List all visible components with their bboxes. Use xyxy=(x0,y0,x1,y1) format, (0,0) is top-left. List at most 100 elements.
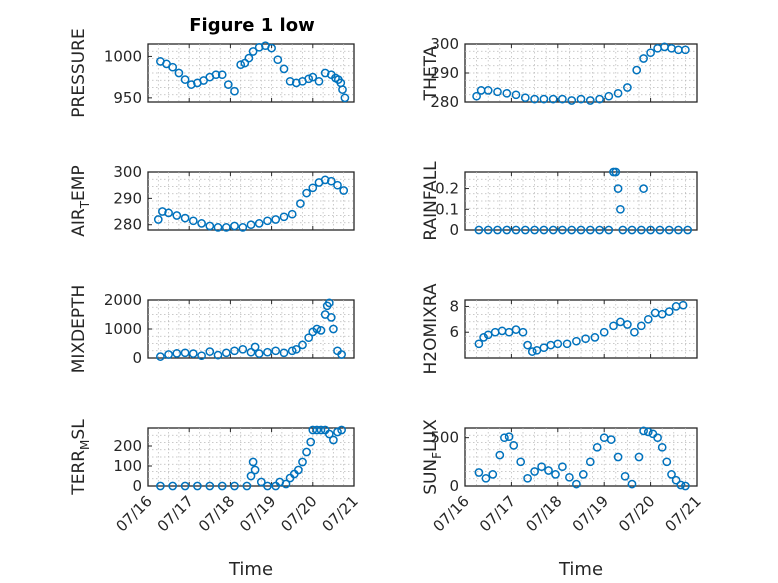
data-point xyxy=(667,470,676,479)
y-tick-label: 290 xyxy=(430,64,459,82)
x-tick-label: 07/20 xyxy=(615,492,658,535)
data-point xyxy=(527,347,537,356)
y-tick-label: 0.2 xyxy=(435,180,459,198)
data-point xyxy=(553,339,563,349)
data-point xyxy=(180,213,190,223)
y-tick-label: 1000 xyxy=(104,320,142,338)
data-point xyxy=(671,475,681,485)
y-tick-label: 0.1 xyxy=(435,200,459,218)
data-point xyxy=(609,321,618,331)
x-tick-label: 07/20 xyxy=(277,492,320,535)
data-point xyxy=(246,220,256,230)
data-point xyxy=(291,344,301,354)
data-point xyxy=(567,96,577,105)
data-point xyxy=(221,223,231,232)
data-point xyxy=(250,465,260,475)
data-point xyxy=(639,426,648,436)
data-point xyxy=(662,457,672,467)
data-point xyxy=(643,427,653,437)
y-axis-label: AIRTEMP xyxy=(69,165,92,236)
data-point xyxy=(168,481,178,491)
data-point xyxy=(324,429,334,439)
x-tick-label: 07/18 xyxy=(195,492,238,535)
data-point xyxy=(279,212,289,222)
data-point xyxy=(306,437,316,447)
subplot-mixdepth: 0 1000 2000 MIXDEPTH xyxy=(69,285,355,373)
x-axis-label: Time xyxy=(228,559,273,580)
data-point xyxy=(474,225,484,235)
data-point xyxy=(271,346,281,356)
data-point xyxy=(493,87,502,97)
data-point xyxy=(287,346,297,356)
data-point xyxy=(308,72,318,82)
data-point xyxy=(238,344,248,354)
data-point xyxy=(592,442,602,452)
data-point xyxy=(548,225,558,235)
data-point xyxy=(308,183,318,193)
data-point xyxy=(481,473,491,483)
data-point xyxy=(585,457,595,467)
data-point xyxy=(504,432,514,442)
data-point xyxy=(530,94,539,104)
data-point xyxy=(263,347,272,357)
data-point xyxy=(483,225,493,235)
data-point xyxy=(304,74,314,84)
data-point xyxy=(623,320,632,329)
y-tick-label: 100 xyxy=(113,457,142,475)
data-point xyxy=(236,60,246,70)
data-point xyxy=(572,479,581,489)
data-point xyxy=(312,425,322,435)
data-point xyxy=(551,470,560,479)
data-point xyxy=(164,350,173,359)
data-point xyxy=(483,86,493,95)
y-tick-label: 290 xyxy=(113,189,142,207)
data-point xyxy=(646,48,655,58)
data-point xyxy=(548,94,558,104)
data-point xyxy=(681,45,690,55)
x-tick-label: 07/18 xyxy=(522,492,565,535)
y-tick-label: 280 xyxy=(113,216,142,234)
data-point xyxy=(254,219,264,228)
data-point xyxy=(164,208,173,218)
data-point xyxy=(153,215,163,224)
y-axis-label: PRESSURE xyxy=(69,28,89,117)
data-point xyxy=(655,225,665,235)
data-point xyxy=(304,333,314,343)
data-point xyxy=(242,481,252,491)
data-point xyxy=(681,481,690,491)
data-point xyxy=(620,471,630,481)
data-point xyxy=(678,300,688,310)
subplot-air-temp: 280 290 300 AIRTEMP xyxy=(69,163,355,237)
data-point xyxy=(493,225,502,235)
data-point xyxy=(205,221,215,231)
subplot-h2omixra: 6 8 H2OMIXRA xyxy=(421,283,698,375)
data-point xyxy=(256,477,266,487)
data-point xyxy=(294,465,303,475)
data-point xyxy=(302,447,311,457)
data-point xyxy=(539,94,549,104)
data-point xyxy=(595,94,604,104)
y-tick-label: 200 xyxy=(113,437,142,455)
y-tick-label: 0 xyxy=(449,221,459,239)
data-point xyxy=(230,86,239,96)
data-point xyxy=(576,225,586,235)
x-tick-label: 07/16 xyxy=(113,492,156,535)
subplot-pressure: 950 1000 PRESSURE xyxy=(69,28,355,118)
data-point xyxy=(636,321,646,331)
data-point xyxy=(511,225,521,235)
data-point xyxy=(238,223,248,232)
data-point xyxy=(657,442,667,452)
data-point xyxy=(632,65,642,75)
data-point xyxy=(279,64,289,74)
data-point xyxy=(474,468,484,477)
data-point xyxy=(320,175,330,185)
data-point xyxy=(338,85,347,94)
data-point xyxy=(676,480,686,490)
data-point xyxy=(333,180,342,190)
data-point xyxy=(537,462,546,472)
data-point xyxy=(472,91,481,101)
data-point xyxy=(213,350,223,360)
